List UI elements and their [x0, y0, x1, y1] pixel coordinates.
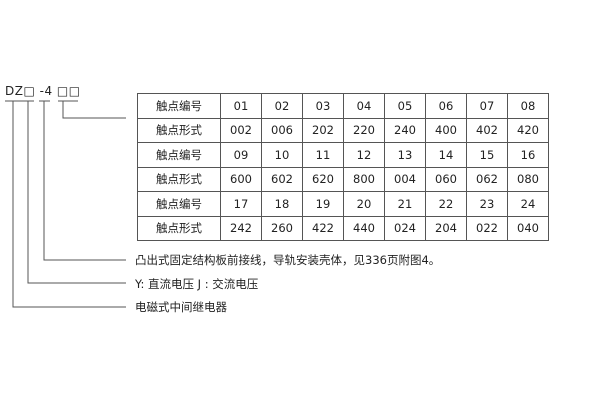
table-cell: 242: [220, 215, 262, 241]
table-cell: 16: [507, 142, 549, 168]
current-type-label: Y: 直流电压 J : 交流电压: [135, 277, 259, 291]
table-cell: 20: [343, 191, 385, 217]
table-cell: 24: [507, 191, 549, 217]
table-cell: 600: [220, 166, 262, 192]
table-cell: 040: [507, 215, 549, 241]
table-cell: 02: [261, 93, 303, 119]
table-cell: 14: [425, 142, 467, 168]
model-code: DZ□ -4 □□: [5, 84, 81, 98]
row-header: 触点编号: [137, 93, 221, 119]
table-cell: 09: [220, 142, 262, 168]
table-cell: 05: [384, 93, 426, 119]
table-cell: 08: [507, 93, 549, 119]
row-header: 触点形式: [137, 215, 221, 241]
relay-type-label: 电磁式中间继电器: [135, 300, 227, 314]
table-cell: 004: [384, 166, 426, 192]
table-row: 触点形式 600 602 620 800 004 060 062 080: [137, 166, 549, 192]
table-cell: 422: [302, 215, 344, 241]
table-row: 触点编号 01 02 03 04 05 06 07 08: [137, 93, 549, 119]
table-cell: 080: [507, 166, 549, 192]
table-row: 触点形式 002 006 202 220 240 400 402 420: [137, 117, 549, 143]
table-cell: 15: [466, 142, 508, 168]
row-header: 触点形式: [137, 117, 221, 143]
table-cell: 17: [220, 191, 262, 217]
table-cell: 04: [343, 93, 385, 119]
table-cell: 024: [384, 215, 426, 241]
mounting-label: 凸出式固定结构板前接线，导轨安装壳体，见336页附图4。: [135, 253, 441, 267]
table-cell: 01: [220, 93, 262, 119]
table-cell: 21: [384, 191, 426, 217]
table-cell: 23: [466, 191, 508, 217]
table-cell: 402: [466, 117, 508, 143]
table-cell: 400: [425, 117, 467, 143]
table-cell: 06: [425, 93, 467, 119]
table-cell: 002: [220, 117, 262, 143]
table-cell: 22: [425, 191, 467, 217]
table-cell: 062: [466, 166, 508, 192]
table-cell: 220: [343, 117, 385, 143]
table-cell: 620: [302, 166, 344, 192]
table-cell: 13: [384, 142, 426, 168]
table-cell: 12: [343, 142, 385, 168]
table-cell: 602: [261, 166, 303, 192]
table-cell: 18: [261, 191, 303, 217]
table-cell: 240: [384, 117, 426, 143]
table-cell: 006: [261, 117, 303, 143]
table-cell: 204: [425, 215, 467, 241]
table-cell: 022: [466, 215, 508, 241]
table-cell: 11: [302, 142, 344, 168]
table-cell: 440: [343, 215, 385, 241]
row-header: 触点编号: [137, 142, 221, 168]
table-row: 触点编号 17 18 19 20 21 22 23 24: [137, 191, 549, 217]
table-row: 触点编号 09 10 11 12 13 14 15 16: [137, 142, 549, 168]
table-cell: 260: [261, 215, 303, 241]
table-cell: 19: [302, 191, 344, 217]
table-row: 触点形式 242 260 422 440 024 204 022 040: [137, 215, 549, 241]
row-header: 触点编号: [137, 191, 221, 217]
table-cell: 03: [302, 93, 344, 119]
table-cell: 800: [343, 166, 385, 192]
table-cell: 202: [302, 117, 344, 143]
table-cell: 420: [507, 117, 549, 143]
table-cell: 10: [261, 142, 303, 168]
contact-table: 触点编号 01 02 03 04 05 06 07 08 触点形式 002 006 202 220 240 4…: [137, 93, 549, 241]
table-cell: 060: [425, 166, 467, 192]
table-cell: 07: [466, 93, 508, 119]
row-header: 触点形式: [137, 166, 221, 192]
